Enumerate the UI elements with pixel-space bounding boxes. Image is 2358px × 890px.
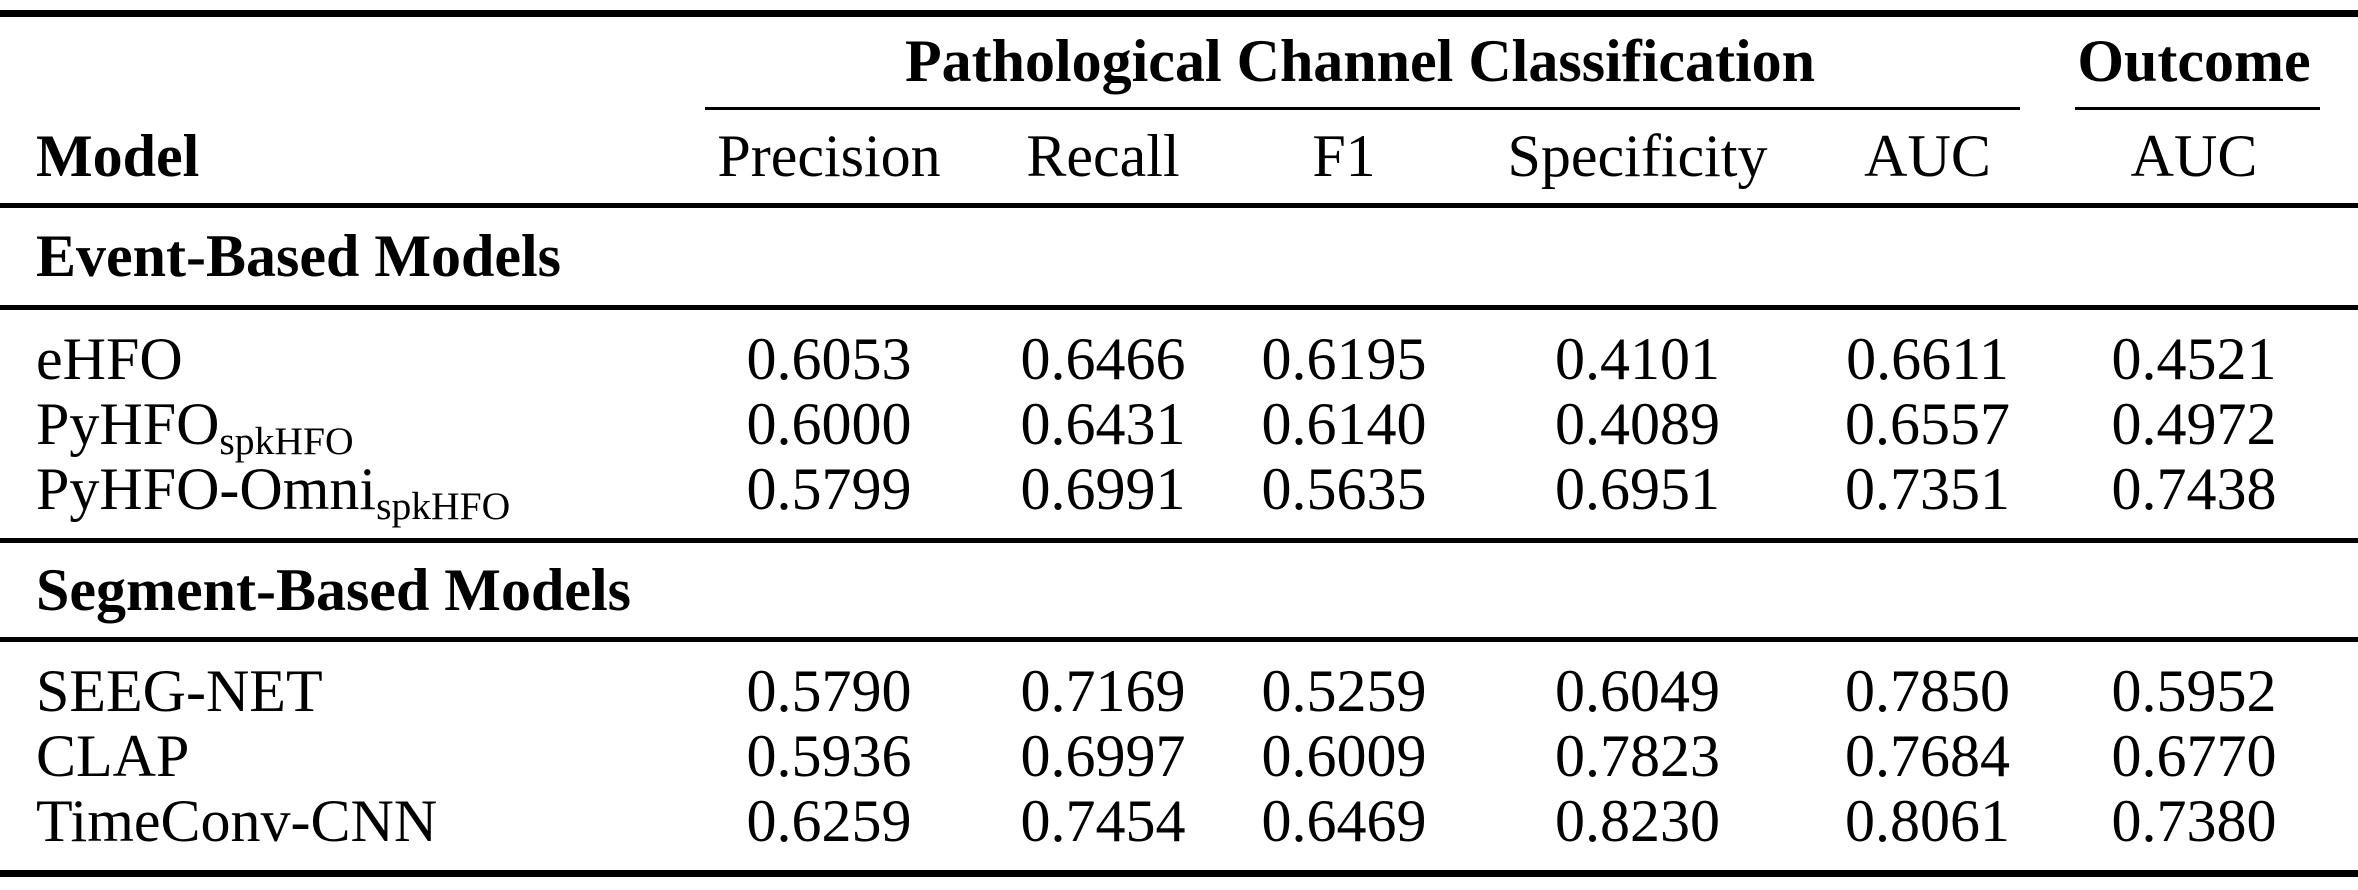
column-header-auc: AUC (1864, 123, 1991, 189)
recall-value: 0.7454 (1020, 787, 1186, 854)
recall-value: 0.6431 (1020, 390, 1186, 457)
column-header-row: Model Precision Recall F1 Specificity AU… (0, 110, 2358, 203)
model-name-cell: PyHFOspkHFO (0, 390, 690, 463)
section-header-event-based: Event-Based Models (0, 208, 2358, 305)
precision-value: 0.5799 (746, 455, 912, 522)
precision-value: 0.6053 (746, 325, 912, 392)
auc-value: 0.7351 (1845, 455, 2010, 522)
column-header-precision: Precision (717, 123, 941, 189)
specificity-value: 0.4101 (1555, 325, 1720, 392)
event-based-rows: eHFO 0.6053 0.6466 0.6195 0.4101 0.6611 … (0, 310, 2358, 538)
table-row: PyHFOspkHFO 0.6000 0.6431 0.6140 0.4089 … (0, 390, 2358, 463)
specificity-value: 0.7823 (1555, 722, 1720, 789)
f1-value: 0.6195 (1261, 325, 1427, 392)
segment-section-rule (0, 637, 2358, 642)
section-header-segment-based: Segment-Based Models (0, 543, 2358, 637)
model-name-subscript: spkHFO (376, 483, 511, 528)
model-name-cell: CLAP (0, 722, 690, 791)
specificity-value: 0.4089 (1555, 390, 1720, 457)
model-name-cell: PyHFO-OmnispkHFO (0, 455, 690, 528)
table-row: SEEG-NET 0.5790 0.7169 0.5259 0.6049 0.7… (0, 657, 2358, 726)
pre-segment-rule (0, 538, 2358, 543)
header-rule (0, 203, 2358, 208)
table-row: PyHFO-OmnispkHFO 0.5799 0.6991 0.5635 0.… (0, 455, 2358, 528)
auc-value: 0.7850 (1845, 657, 2010, 724)
event-section-rule (0, 305, 2358, 310)
outcome-auc-value: 0.4972 (2111, 390, 2277, 457)
specificity-value: 0.6951 (1555, 455, 1720, 522)
top-rule (0, 10, 2358, 17)
precision-value: 0.5936 (746, 722, 912, 789)
recall-value: 0.7169 (1020, 657, 1186, 724)
auc-value: 0.6557 (1845, 390, 2010, 457)
recall-value: 0.6997 (1020, 722, 1186, 789)
precision-value: 0.5790 (746, 657, 912, 724)
cmidrule-outcome (2075, 107, 2320, 110)
f1-value: 0.6469 (1261, 787, 1427, 854)
outcome-auc-value: 0.5952 (2111, 657, 2277, 724)
auc-value: 0.6611 (1846, 325, 2009, 392)
group-header-classification: Pathological Channel Classification (904, 28, 1816, 94)
bottom-rule (0, 870, 2358, 877)
table-row: TimeConv-CNN 0.6259 0.7454 0.6469 0.8230… (0, 787, 2358, 856)
column-header-outcome-auc: AUC (2130, 123, 2258, 189)
outcome-auc-value: 0.7380 (2111, 787, 2277, 854)
f1-value: 0.5635 (1261, 455, 1427, 522)
precision-value: 0.6000 (746, 390, 912, 457)
cmidrule-classification (705, 107, 2020, 110)
model-name-cell: TimeConv-CNN (0, 787, 690, 856)
column-header-model: Model (36, 123, 200, 189)
f1-value: 0.6140 (1261, 390, 1427, 457)
model-name-cell: SEEG-NET (0, 657, 690, 726)
recall-value: 0.6991 (1020, 455, 1186, 522)
auc-value: 0.8061 (1845, 787, 2010, 854)
model-name: PyHFO (36, 390, 220, 457)
outcome-auc-value: 0.6770 (2111, 722, 2277, 789)
model-name: PyHFO-Omni (36, 455, 377, 522)
auc-value: 0.7684 (1845, 722, 2010, 789)
model-name: CLAP (36, 722, 190, 789)
f1-value: 0.5259 (1261, 657, 1427, 724)
segment-based-rows: SEEG-NET 0.5790 0.7169 0.5259 0.6049 0.7… (0, 642, 2358, 870)
f1-value: 0.6009 (1261, 722, 1427, 789)
table-row: eHFO 0.6053 0.6466 0.6195 0.4101 0.6611 … (0, 325, 2358, 394)
group-header-row: Pathological Channel Classification Outc… (0, 16, 2358, 107)
section-label: Segment-Based Models (36, 556, 631, 623)
section-label: Event-Based Models (36, 223, 561, 289)
specificity-value: 0.8230 (1555, 787, 1720, 854)
column-header-recall: Recall (1026, 123, 1180, 189)
specificity-value: 0.6049 (1555, 657, 1720, 724)
group-header-outcome: Outcome (2077, 28, 2311, 94)
outcome-auc-value: 0.7438 (2111, 455, 2277, 522)
model-name: SEEG-NET (36, 657, 323, 724)
model-name: TimeConv-CNN (36, 787, 438, 854)
column-header-f1: F1 (1312, 123, 1376, 189)
precision-value: 0.6259 (746, 787, 912, 854)
recall-value: 0.6466 (1020, 325, 1186, 392)
model-name-cell: eHFO (0, 325, 690, 394)
model-name: eHFO (36, 325, 183, 392)
outcome-auc-value: 0.4521 (2111, 325, 2277, 392)
column-header-specificity: Specificity (1507, 123, 1768, 189)
table-row: CLAP 0.5936 0.6997 0.6009 0.7823 0.7684 … (0, 722, 2358, 791)
model-name-subscript: spkHFO (219, 418, 354, 463)
